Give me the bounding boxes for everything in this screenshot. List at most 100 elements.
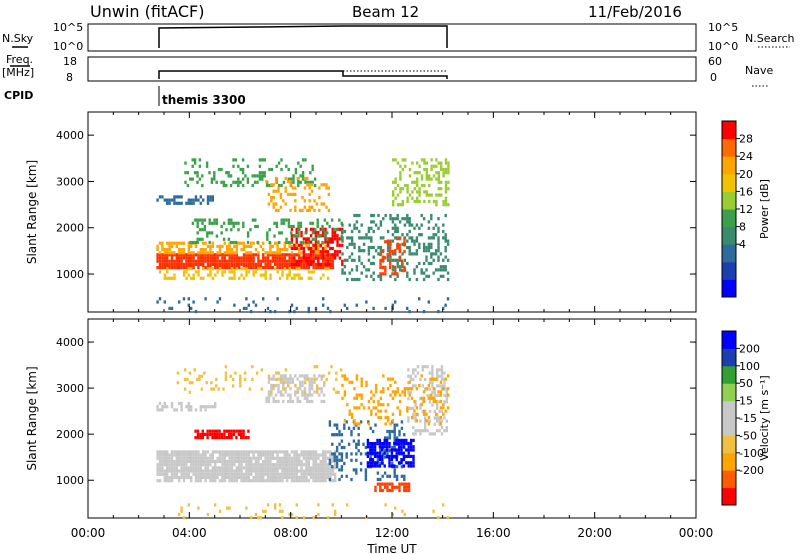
- power-cell: [242, 306, 246, 310]
- velocity-cell: [420, 403, 423, 407]
- velocity-cell: [428, 393, 432, 398]
- power-cell: [415, 249, 419, 253]
- power-cell: [196, 174, 199, 178]
- power-cell: [418, 226, 421, 230]
- power-cell: [312, 248, 315, 252]
- velocity-cell: [314, 475, 318, 480]
- power-cell: [292, 224, 295, 229]
- power-cell: [350, 229, 354, 234]
- velocity-cell: [340, 468, 344, 472]
- power-cell: [290, 256, 294, 260]
- power-cell: [301, 208, 304, 212]
- power-cell: [358, 229, 361, 234]
- power-cell: [284, 186, 287, 190]
- velocity-cell: [314, 453, 318, 457]
- velocity-cell: [194, 469, 198, 473]
- power-cell: [270, 196, 273, 200]
- power-cell: [241, 177, 245, 181]
- power-cell: [286, 266, 289, 270]
- power-cell: [298, 248, 301, 252]
- power-cell: [406, 217, 409, 221]
- power-cell: [324, 248, 327, 252]
- velocity-cell: [409, 438, 413, 442]
- power-cell: [233, 276, 236, 280]
- velocity-cell: [338, 458, 341, 462]
- velocity-cell: [180, 463, 183, 467]
- velocity-cell: [300, 459, 303, 464]
- power-cell: [384, 240, 387, 244]
- power-cell: [163, 198, 166, 202]
- power-cell: [444, 196, 448, 200]
- power-cell: [163, 256, 166, 260]
- power-cell: [329, 262, 332, 267]
- power-cell: [235, 256, 238, 260]
- velocity-cell: [367, 422, 371, 426]
- velocity-cell: [190, 463, 193, 467]
- velocity-cell: [211, 436, 214, 440]
- power-cell: [178, 300, 181, 304]
- velocity-cell: [433, 390, 436, 394]
- power-cell: [302, 240, 305, 245]
- power-cell: [325, 186, 328, 190]
- power-cell: [191, 240, 195, 245]
- velocity-colorbar-tick-label: -50: [739, 429, 757, 442]
- velocity-cell: [228, 479, 231, 483]
- velocity-cell: [306, 377, 309, 382]
- velocity-cell: [197, 479, 200, 483]
- power-cell: [221, 259, 224, 263]
- power-cell: [198, 237, 202, 241]
- power-cell: [392, 180, 395, 184]
- power-cell: [297, 231, 300, 235]
- nsky-label: N.Sky: [2, 32, 34, 45]
- velocity-cell: [204, 405, 207, 409]
- velocity-colorbar-swatch: [722, 348, 736, 367]
- velocity-cell: [286, 469, 289, 473]
- velocity-cell: [424, 377, 427, 382]
- power-cell: [367, 268, 371, 272]
- power-cell: [309, 250, 313, 254]
- velocity-cell: [163, 469, 166, 473]
- power-cell: [442, 203, 445, 207]
- power-cell: [307, 266, 310, 270]
- power-cell: [216, 256, 219, 260]
- velocity-cell: [250, 459, 253, 464]
- power-cell: [324, 267, 327, 271]
- power-cell: [316, 240, 319, 245]
- velocity-cell: [223, 466, 226, 470]
- velocity-cell: [180, 401, 183, 406]
- velocity-cell: [310, 383, 314, 388]
- velocity-cell: [224, 374, 228, 378]
- power-cell: [216, 270, 219, 274]
- velocity-cell: [206, 450, 210, 454]
- power-cell: [437, 277, 440, 282]
- power-cell: [310, 256, 313, 260]
- power-cell: [415, 252, 419, 256]
- velocity-cell: [281, 466, 284, 470]
- power-cell: [210, 177, 214, 181]
- velocity-cell: [235, 429, 238, 433]
- velocity-cell: [386, 474, 389, 478]
- power-cell: [428, 193, 431, 197]
- power-cell: [447, 203, 450, 207]
- velocity-cell: [391, 412, 395, 416]
- power-cell: [312, 266, 315, 270]
- power-cell: [326, 267, 330, 271]
- velocity-cell: [407, 374, 410, 378]
- velocity-cell: [305, 475, 308, 480]
- velocity-cell: [284, 390, 287, 394]
- velocity-cell: [388, 445, 391, 449]
- power-cell: [358, 245, 361, 250]
- power-cell: [306, 208, 309, 212]
- power-cell: [215, 234, 219, 238]
- velocity-cell: [257, 463, 260, 467]
- velocity-cell: [288, 512, 291, 517]
- power-cell: [316, 218, 319, 222]
- velocity-cell: [283, 466, 286, 470]
- power-colorbar-tick-label: 8: [739, 221, 746, 234]
- velocity-cell: [240, 453, 243, 457]
- velocity-cell: [199, 466, 202, 470]
- velocity-cell: [259, 475, 262, 480]
- velocity-cell: [338, 433, 341, 437]
- power-cell: [406, 187, 409, 191]
- power-cell: [175, 195, 178, 199]
